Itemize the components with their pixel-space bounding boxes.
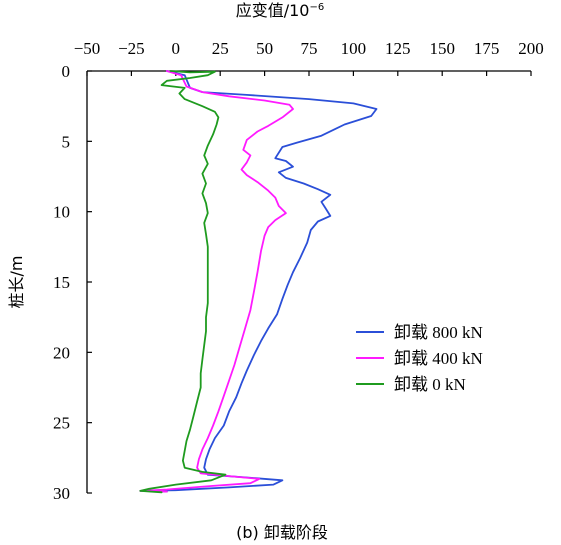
- y-tick-label: 20: [53, 343, 70, 362]
- x-tick-label: −50: [74, 39, 101, 58]
- x-tick-label: 175: [474, 39, 500, 58]
- x-tick-label: 200: [518, 39, 544, 58]
- y-tick-label: 10: [53, 203, 70, 222]
- series-line-0: [139, 70, 378, 493]
- series-group: [139, 70, 378, 494]
- x-axis-title-exponent: −6: [310, 2, 325, 13]
- chart-caption: (b) 卸载阶段: [236, 523, 328, 542]
- x-axis-ticks: −50 −25 0 25 50 75 100 125 150 175 200: [74, 39, 544, 76]
- x-tick-label: 25: [212, 39, 229, 58]
- x-tick-label: 150: [429, 39, 455, 58]
- y-tick-label: 30: [53, 484, 70, 503]
- legend-label-0: 卸载 800 kN: [394, 323, 483, 342]
- series-line-1: [139, 70, 294, 493]
- x-tick-label: 0: [172, 39, 181, 58]
- legend-label-1: 卸载 400 kN: [394, 349, 483, 368]
- legend: 卸载 800 kN 卸载 400 kN 卸载 0 kN: [356, 323, 483, 394]
- y-tick-label: 0: [62, 62, 71, 81]
- legend-label-2: 卸载 0 kN: [394, 375, 466, 394]
- x-tick-label: 125: [385, 39, 411, 58]
- x-tick-label: 100: [341, 39, 367, 58]
- x-tick-label: −25: [118, 39, 145, 58]
- x-axis-title: 应变值/10−6: [236, 1, 325, 20]
- x-tick-label: 50: [256, 39, 273, 58]
- y-axis-title: 桩长/m: [7, 256, 26, 309]
- x-axis-title-base: 应变值/10: [236, 1, 310, 20]
- series-line-2: [139, 70, 227, 494]
- y-tick-label: 25: [53, 414, 70, 433]
- y-axis-ticks: 0 5 10 15 20 25 30: [53, 62, 92, 503]
- x-tick-label: 75: [301, 39, 318, 58]
- y-tick-label: 5: [62, 132, 71, 151]
- y-tick-label: 15: [53, 273, 70, 292]
